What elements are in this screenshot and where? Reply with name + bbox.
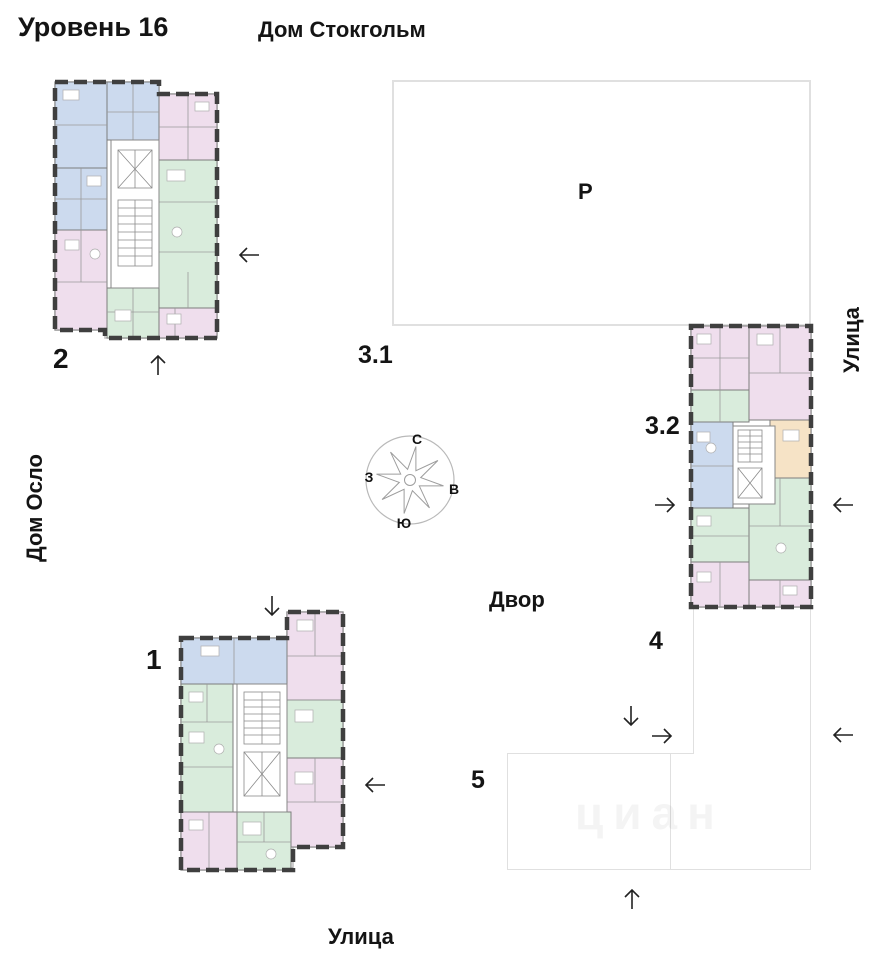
house-stockholm-label: Дом Стокгольм: [258, 17, 426, 42]
building-5-label: 5: [471, 766, 485, 794]
parking-zone: [392, 80, 811, 326]
building-1-floorplan[interactable]: [176, 607, 348, 875]
zone5-left-line: [507, 753, 508, 870]
building-2-floorplan[interactable]: [50, 77, 222, 343]
street-right-label: Улица: [839, 307, 864, 373]
zone5-top-line: [507, 753, 694, 754]
arrow-building32-east-icon: [830, 492, 856, 518]
compass-north-label: С: [412, 431, 422, 447]
compass-east-label: В: [449, 481, 459, 497]
building-4-label: 4: [649, 627, 663, 655]
building-3-1-label: 3.1: [358, 341, 393, 369]
arrow-zone4-down-icon: [618, 703, 644, 729]
compass-south-label: Ю: [397, 515, 411, 531]
building-1-label: 1: [146, 644, 162, 675]
arrow-zone5-south-icon: [619, 886, 645, 912]
arrow-building1-north-icon: [259, 593, 285, 619]
building-3-2-floorplan[interactable]: [686, 321, 816, 612]
zone-right-line: [810, 606, 811, 870]
arrow-zone4-right-icon: [649, 723, 675, 749]
arrow-building2-south-icon: [145, 352, 171, 378]
compass-west-label: З: [365, 469, 374, 485]
arrow-building32-west-icon: [652, 492, 678, 518]
arrow-building1-east-icon: [362, 772, 388, 798]
page-title: Уровень 16: [18, 12, 169, 42]
street-bottom-label: Улица: [328, 924, 394, 949]
parking-label: Р: [578, 179, 593, 204]
arrow-building2-east-icon: [236, 242, 262, 268]
compass-rose: С В Ю З: [365, 431, 459, 531]
building-2-label: 2: [53, 343, 69, 374]
arrow-zone4-east-icon: [830, 722, 856, 748]
yard-label: Двор: [489, 587, 545, 612]
watermark: циан: [575, 787, 725, 839]
building-3-2-label: 3.2: [645, 412, 680, 440]
zone4-left-line: [693, 606, 694, 753]
zone5-bottom-line: [507, 869, 811, 870]
house-oslo-label: Дом Осло: [22, 454, 47, 562]
zone5-divider-line: [670, 753, 671, 870]
